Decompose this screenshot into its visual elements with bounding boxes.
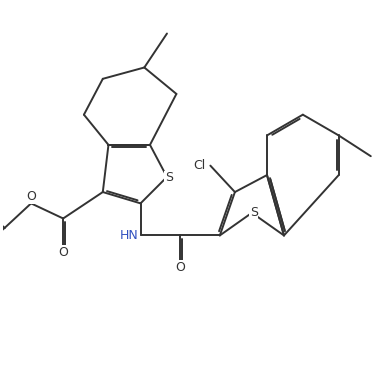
Text: S: S bbox=[250, 206, 258, 219]
Text: S: S bbox=[165, 171, 173, 184]
Text: O: O bbox=[26, 190, 36, 203]
Text: HN: HN bbox=[120, 229, 139, 242]
Text: Cl: Cl bbox=[193, 159, 206, 172]
Text: O: O bbox=[58, 246, 68, 259]
Text: O: O bbox=[175, 261, 185, 274]
